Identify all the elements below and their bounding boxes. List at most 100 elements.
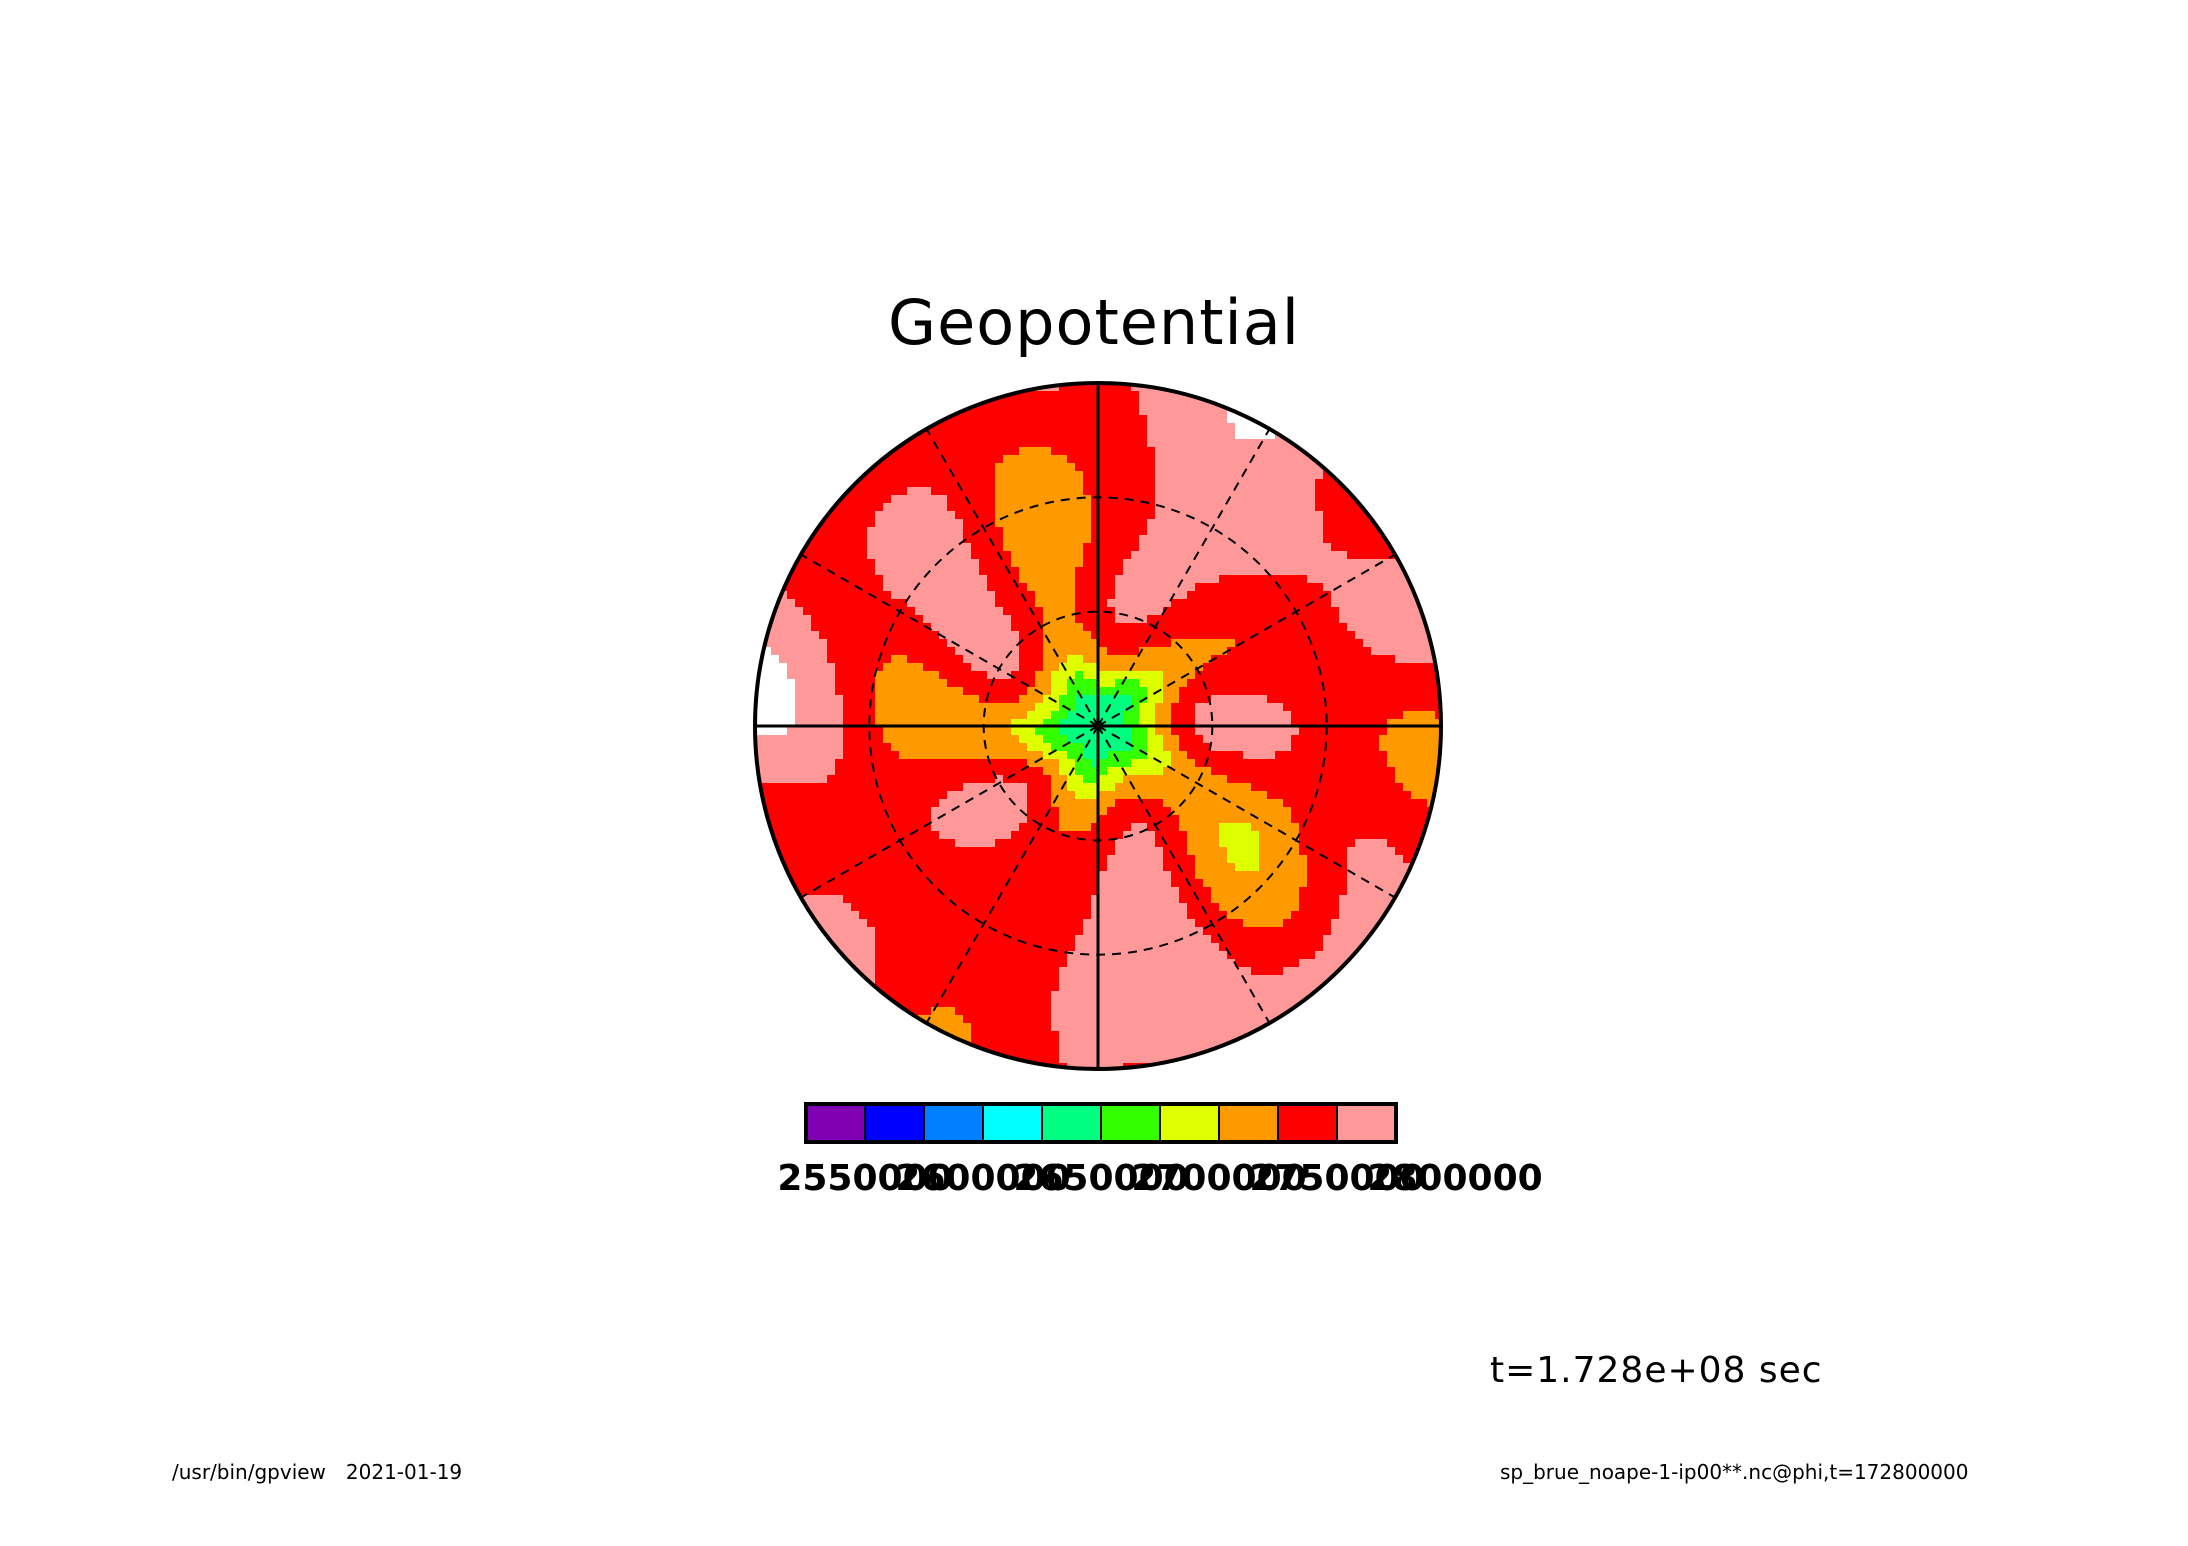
field-cell — [1203, 479, 1212, 488]
field-cell — [891, 687, 900, 696]
field-cell — [1347, 727, 1356, 736]
field-cell — [851, 823, 860, 832]
field-cell — [979, 487, 988, 496]
field-cell — [1051, 775, 1060, 784]
field-cell — [763, 591, 772, 600]
field-cell — [1283, 455, 1292, 464]
field-cell — [803, 527, 812, 536]
field-cell — [1171, 799, 1180, 808]
field-cell — [811, 887, 820, 896]
field-cell — [1347, 631, 1356, 640]
field-cell — [1195, 799, 1204, 808]
field-cell — [1003, 455, 1012, 464]
field-cell — [1331, 583, 1340, 592]
field-cell — [1443, 679, 1452, 688]
field-cell — [1003, 799, 1012, 808]
field-cell — [867, 511, 876, 520]
field-cell — [939, 879, 948, 888]
field-cell — [1059, 703, 1068, 712]
field-cell — [907, 455, 916, 464]
field-cell — [1235, 831, 1244, 840]
field-cell — [899, 631, 908, 640]
field-cell — [1315, 759, 1324, 768]
field-cell — [1171, 623, 1180, 632]
field-cell — [1131, 807, 1140, 816]
field-cell — [1043, 647, 1052, 656]
field-cell — [875, 631, 884, 640]
field-cell — [1051, 863, 1060, 872]
field-cell — [835, 695, 844, 704]
field-cell — [1091, 655, 1100, 664]
field-cell — [971, 751, 980, 760]
field-cell — [1131, 407, 1140, 416]
field-cell — [1043, 391, 1052, 400]
field-cell — [1323, 751, 1332, 760]
field-cell — [1139, 495, 1148, 504]
field-cell — [1179, 479, 1188, 488]
field-cell — [1091, 663, 1100, 672]
field-cell — [1187, 431, 1196, 440]
field-cell — [931, 839, 940, 848]
field-cell — [1171, 895, 1180, 904]
field-cell — [867, 759, 876, 768]
field-cell — [859, 487, 868, 496]
field-cell — [1003, 687, 1012, 696]
field-cell — [1395, 607, 1404, 616]
field-cell — [1307, 647, 1316, 656]
field-cell — [1387, 583, 1396, 592]
field-cell — [1171, 463, 1180, 472]
field-cell — [955, 623, 964, 632]
field-cell — [1315, 495, 1324, 504]
field-cell — [1227, 871, 1236, 880]
field-cell — [1339, 631, 1348, 640]
field-cell — [1307, 871, 1316, 880]
field-cell — [795, 679, 804, 688]
field-cell — [1259, 607, 1268, 616]
field-cell — [1171, 383, 1180, 384]
field-cell — [1163, 783, 1172, 792]
field-cell — [1267, 607, 1276, 616]
field-cell — [1003, 599, 1012, 608]
field-cell — [827, 711, 836, 720]
field-cell — [1203, 455, 1212, 464]
field-cell — [1347, 503, 1356, 512]
field-cell — [771, 783, 780, 792]
field-cell — [1147, 383, 1156, 384]
field-cell — [1227, 455, 1236, 464]
field-cell — [1315, 479, 1324, 488]
field-cell — [1059, 599, 1068, 608]
field-cell — [1083, 879, 1092, 888]
field-cell — [987, 751, 996, 760]
field-cell — [1003, 407, 1012, 416]
field-cell — [1379, 767, 1388, 776]
field-cell — [947, 751, 956, 760]
field-cell — [1067, 855, 1076, 864]
field-cell — [1131, 487, 1140, 496]
field-cell — [1419, 639, 1428, 648]
field-cell — [843, 687, 852, 696]
field-cell — [827, 887, 836, 896]
field-cell — [867, 551, 876, 560]
field-cell — [1371, 535, 1380, 544]
field-cell — [875, 519, 884, 528]
field-cell — [1099, 759, 1108, 768]
field-cell — [1011, 807, 1020, 816]
field-cell — [835, 847, 844, 856]
field-cell — [1371, 695, 1380, 704]
field-cell — [1387, 743, 1396, 752]
field-cell — [1339, 607, 1348, 616]
field-cell — [971, 703, 980, 712]
field-cell — [1171, 559, 1180, 568]
field-cell — [859, 839, 868, 848]
field-cell — [1179, 463, 1188, 472]
field-cell — [811, 871, 820, 880]
field-cell — [899, 839, 908, 848]
field-cell — [1139, 663, 1148, 672]
field-cell — [803, 727, 812, 736]
field-cell — [899, 767, 908, 776]
field-cell — [1147, 847, 1156, 856]
field-cell — [891, 535, 900, 544]
field-cell — [1259, 863, 1268, 872]
field-cell — [1347, 527, 1356, 536]
field-cell — [971, 783, 980, 792]
